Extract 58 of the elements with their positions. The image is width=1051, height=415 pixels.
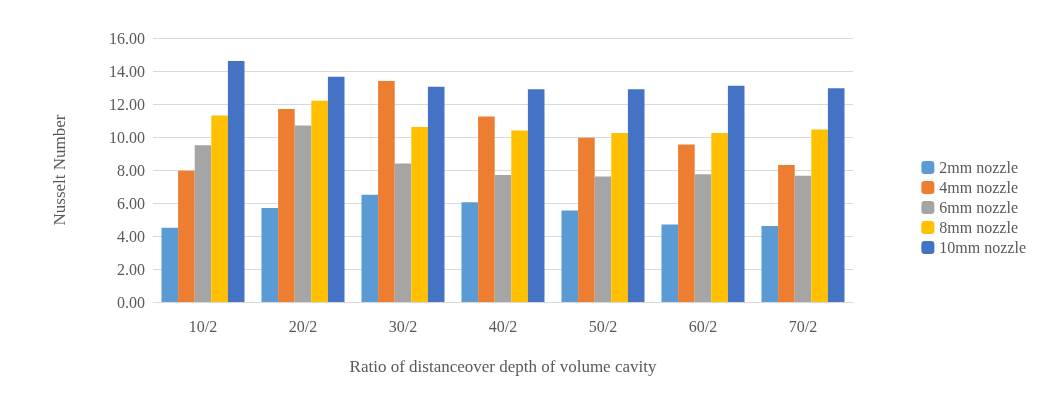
bar — [694, 174, 712, 302]
bar — [711, 132, 728, 302]
bar — [411, 127, 428, 302]
bar — [194, 145, 212, 302]
bar — [178, 170, 195, 302]
y-tick-label: 12.00 — [109, 95, 145, 113]
bar — [461, 202, 479, 302]
bar — [161, 227, 179, 302]
x-tick-label: 50/2 — [588, 317, 618, 335]
bar — [561, 210, 579, 302]
legend-label: 4mm nozzle — [939, 179, 1018, 196]
bar — [578, 137, 595, 302]
bar — [378, 80, 395, 302]
bar — [511, 130, 528, 302]
x-tick-label: 40/2 — [488, 317, 518, 335]
bar — [361, 194, 379, 302]
bar — [627, 89, 645, 302]
bar — [394, 163, 412, 302]
y-tick-label: 8.00 — [117, 161, 145, 179]
legend-label: 10mm nozzle — [939, 239, 1026, 256]
x-tick-label: 20/2 — [288, 317, 318, 335]
x-axis-title: Ratio of distanceover depth of volume cavity — [349, 357, 657, 376]
legend-label: 8mm nozzle — [939, 219, 1018, 236]
bar — [227, 61, 245, 302]
bar — [311, 100, 328, 302]
y-tick-label: 16.00 — [109, 29, 145, 47]
x-tick-label: 70/2 — [788, 317, 818, 335]
bar — [661, 224, 679, 302]
x-tick-label: 60/2 — [688, 317, 718, 335]
bar — [611, 132, 628, 302]
bar — [494, 174, 512, 302]
bar — [278, 108, 295, 302]
legend-label: 6mm nozzle — [939, 199, 1018, 216]
bar — [211, 115, 228, 302]
y-tick-label: 14.00 — [109, 62, 145, 80]
legend-label: 2mm nozzle — [939, 159, 1018, 176]
bar — [527, 89, 545, 302]
bar — [594, 176, 612, 302]
y-axis-title: Nusselt Number — [50, 114, 69, 226]
bar — [478, 116, 495, 302]
bar — [678, 144, 695, 302]
bar — [827, 88, 845, 302]
bar — [761, 226, 779, 302]
bar — [778, 165, 795, 302]
bar — [327, 76, 345, 302]
x-tick-label: 10/2 — [188, 317, 218, 335]
y-tick-label: 0.00 — [117, 293, 145, 311]
bar — [427, 86, 445, 302]
x-tick-label: 30/2 — [388, 317, 418, 335]
y-tick-label: 6.00 — [117, 194, 145, 212]
bar — [294, 125, 312, 302]
bar — [261, 207, 279, 302]
bar — [811, 129, 828, 302]
y-tick-label: 2.00 — [117, 260, 145, 278]
y-tick-label: 10.00 — [109, 128, 145, 146]
bar — [727, 85, 745, 302]
bar — [794, 175, 812, 302]
y-tick-label: 4.00 — [117, 227, 145, 245]
